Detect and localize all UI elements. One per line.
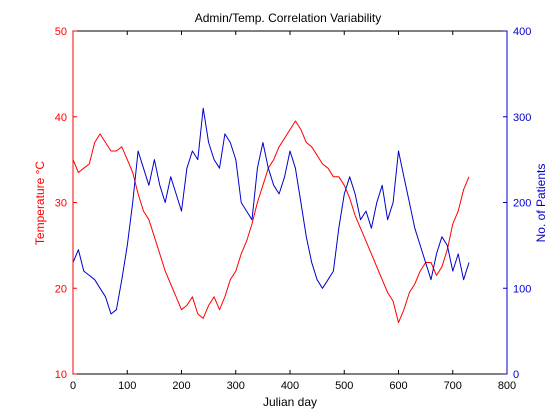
left-y-tick-label: 10 <box>55 369 67 381</box>
left-y-axis-label: Temperature °C <box>33 161 47 245</box>
right-y-tick-label: 300 <box>513 112 531 124</box>
left-y-tick-label: 20 <box>55 283 67 295</box>
x-tick-label: 0 <box>70 380 76 392</box>
right-y-tick-label: 200 <box>513 198 531 210</box>
x-tick-label: 500 <box>335 380 353 392</box>
right-y-tick-label: 0 <box>513 369 519 381</box>
x-tick-label: 200 <box>172 380 190 392</box>
right-y-axis-label: No. of Patients <box>534 164 548 243</box>
temperature-series-line <box>72 120 470 324</box>
plot-area <box>72 30 508 375</box>
x-tick-label: 400 <box>281 380 299 392</box>
left-y-tick-label: 30 <box>55 198 67 210</box>
series-lines <box>72 107 470 324</box>
right-y-tick-label: 100 <box>513 283 531 295</box>
chart-title: Admin/Temp. Correlation Variability <box>195 11 382 25</box>
left-y-axis: 10 20 30 40 50 <box>55 26 77 381</box>
left-y-tick-label: 40 <box>55 112 67 124</box>
right-y-axis: 0 100 200 300 400 <box>503 26 531 381</box>
x-tick-label: 100 <box>118 380 136 392</box>
right-y-tick-label: 400 <box>513 26 531 38</box>
x-tick-label: 300 <box>227 380 245 392</box>
x-tick-label: 600 <box>389 380 407 392</box>
x-tick-label: 800 <box>498 380 516 392</box>
x-axis: 0 100 200 300 400 500 600 700 800 <box>70 31 516 392</box>
left-y-tick-label: 50 <box>55 26 67 38</box>
patients-series-line <box>72 107 470 315</box>
plot-frame <box>72 30 508 375</box>
x-axis-label: Julian day <box>263 395 317 409</box>
x-tick-label: 700 <box>444 380 462 392</box>
